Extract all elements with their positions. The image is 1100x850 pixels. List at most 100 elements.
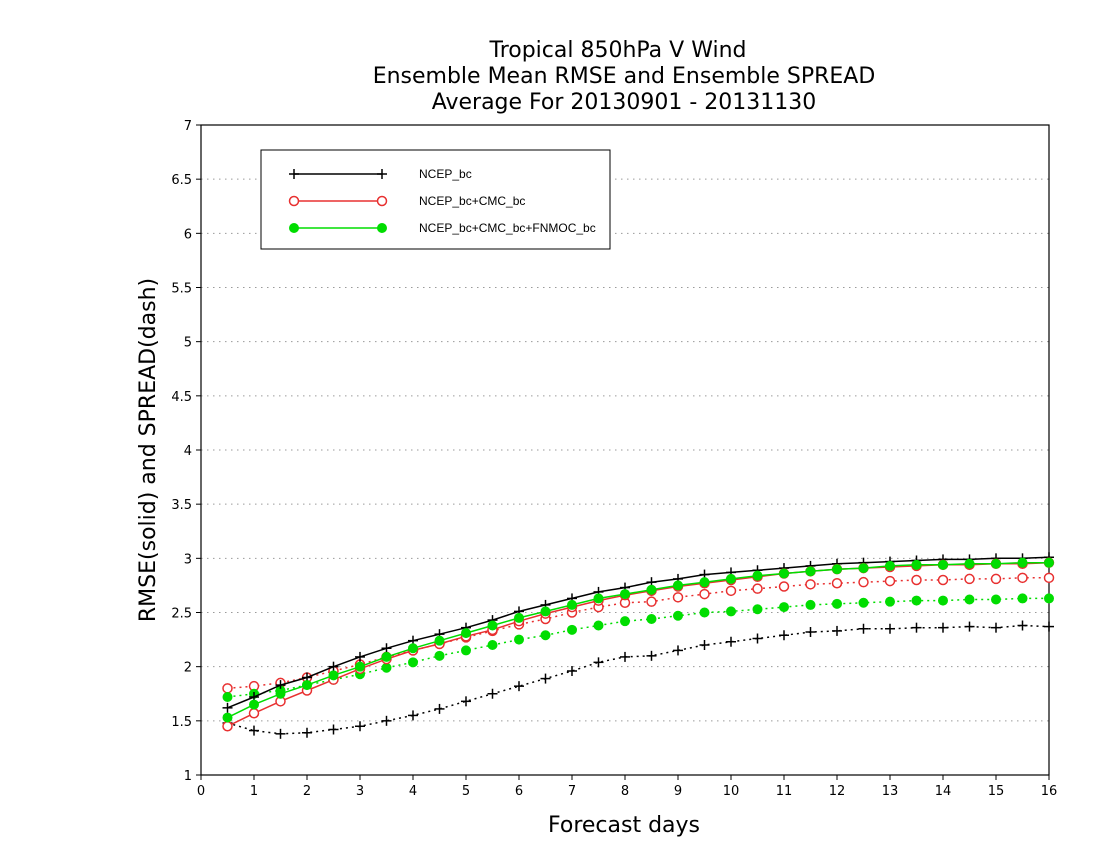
data-point bbox=[885, 596, 895, 607]
legend-item: NCEP_bc+CMC_bc bbox=[288, 194, 525, 208]
data-point bbox=[964, 594, 975, 605]
legend-label: NCEP_bc+CMC_bc+FNMOC_bc bbox=[419, 221, 596, 235]
data-point bbox=[593, 593, 604, 604]
x-tick-label: 9 bbox=[674, 784, 682, 799]
data-point bbox=[779, 568, 789, 579]
title-line-1: Tropical 850hPa V Wind bbox=[488, 38, 746, 63]
data-point bbox=[620, 589, 630, 600]
y-tick-label: 1 bbox=[184, 769, 192, 784]
data-point bbox=[805, 566, 816, 577]
data-point bbox=[779, 602, 789, 613]
data-point bbox=[726, 573, 736, 584]
data-point bbox=[222, 692, 233, 702]
data-point bbox=[355, 661, 365, 672]
series-rmse-0 bbox=[222, 552, 1054, 713]
x-tick-label: 3 bbox=[356, 784, 364, 799]
data-point bbox=[222, 712, 233, 723]
series-layer bbox=[222, 552, 1055, 739]
x-tick-label: 1 bbox=[250, 784, 258, 799]
data-point bbox=[752, 604, 763, 615]
data-point bbox=[434, 650, 445, 661]
data-point bbox=[831, 578, 843, 589]
data-point bbox=[938, 559, 948, 570]
data-point bbox=[937, 574, 949, 586]
data-point bbox=[646, 584, 657, 595]
y-tick-label: 3.5 bbox=[171, 498, 192, 513]
data-point bbox=[832, 598, 842, 609]
grid-lines bbox=[201, 178, 1049, 722]
data-point bbox=[288, 195, 300, 207]
x-tick-label: 8 bbox=[621, 784, 629, 799]
title-line-2: Ensemble Mean RMSE and Ensemble SPREAD bbox=[373, 64, 876, 89]
y-tick-label: 7 bbox=[184, 119, 192, 134]
data-point bbox=[991, 558, 1001, 569]
data-point bbox=[1043, 572, 1055, 584]
y-tick-label: 2.5 bbox=[171, 607, 192, 622]
data-point bbox=[408, 657, 418, 668]
x-tick-label: 13 bbox=[882, 784, 899, 799]
data-point bbox=[461, 628, 471, 639]
series-rmse-1 bbox=[222, 557, 1055, 732]
data-point bbox=[726, 606, 736, 617]
data-point bbox=[858, 563, 869, 574]
series-line bbox=[227, 624, 1050, 735]
series-line bbox=[227, 561, 1049, 719]
data-point bbox=[381, 662, 392, 673]
data-point bbox=[514, 612, 524, 623]
x-tick-label: 4 bbox=[409, 784, 417, 799]
data-point bbox=[832, 564, 842, 575]
data-point bbox=[991, 594, 1001, 605]
x-tick-label: 7 bbox=[568, 784, 576, 799]
data-point bbox=[673, 580, 683, 591]
y-tick-label: 2 bbox=[184, 661, 192, 676]
data-point bbox=[699, 607, 710, 618]
y-tick-label: 5 bbox=[184, 336, 192, 351]
data-point bbox=[376, 195, 388, 207]
data-point bbox=[1044, 593, 1054, 604]
axis-ticks: 11.522.533.544.555.566.570 1 2 3 4 5 6 7 8 9 10 11 1… bbox=[171, 119, 1057, 799]
x-tick-label: 10 bbox=[723, 784, 740, 799]
y-tick-label: 4.5 bbox=[171, 390, 192, 405]
data-point bbox=[514, 634, 524, 645]
series-line bbox=[227, 597, 1049, 698]
y-tick-label: 3 bbox=[184, 552, 192, 567]
series-rmse-2 bbox=[222, 557, 1054, 723]
x-tick-label: 6 bbox=[515, 784, 523, 799]
data-point bbox=[725, 585, 737, 597]
y-axis-label: RMSE(solid) and SPREAD(dash) bbox=[136, 278, 161, 622]
legend-label: NCEP_bc bbox=[419, 167, 472, 181]
data-point bbox=[699, 588, 710, 600]
data-point bbox=[487, 640, 498, 650]
data-point bbox=[540, 606, 551, 617]
data-point bbox=[408, 643, 418, 654]
chart-title: Tropical 850hPa V Wind Ensemble Mean RMS… bbox=[373, 38, 876, 115]
data-point bbox=[964, 558, 975, 569]
data-point bbox=[752, 570, 763, 581]
data-point bbox=[699, 577, 710, 588]
data-point bbox=[249, 699, 259, 710]
data-point bbox=[646, 596, 657, 607]
data-point bbox=[885, 560, 895, 571]
data-point bbox=[328, 670, 339, 681]
data-point bbox=[381, 651, 392, 662]
data-point bbox=[1017, 557, 1028, 568]
data-point bbox=[1017, 593, 1028, 604]
data-point bbox=[434, 635, 445, 646]
data-point bbox=[646, 614, 657, 624]
data-point bbox=[461, 645, 471, 656]
y-tick-label: 1.5 bbox=[171, 715, 192, 730]
y-tick-label: 4 bbox=[184, 444, 192, 459]
data-point bbox=[990, 573, 1002, 585]
data-point bbox=[911, 595, 922, 606]
x-tick-label: 14 bbox=[935, 784, 952, 799]
y-tick-label: 6 bbox=[184, 227, 192, 242]
data-point bbox=[487, 620, 498, 631]
data-point bbox=[620, 616, 630, 627]
data-point bbox=[858, 597, 869, 608]
data-point bbox=[911, 574, 922, 586]
data-point bbox=[275, 688, 286, 699]
data-point bbox=[672, 592, 684, 603]
title-line-3: Average For 20130901 - 20131130 bbox=[432, 90, 817, 115]
x-axis-label: Forecast days bbox=[548, 813, 700, 838]
